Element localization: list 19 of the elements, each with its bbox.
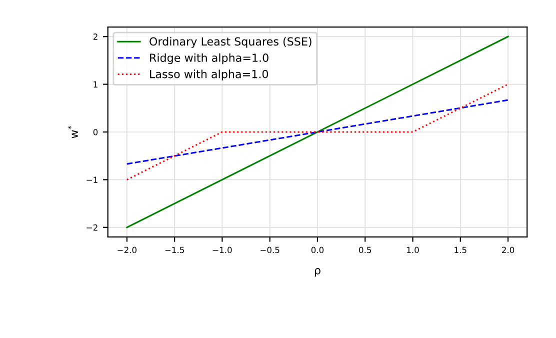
x-tick-label: 0.0 [311, 246, 324, 254]
y-axis-title: w$^{*}$ [68, 126, 78, 138]
x-axis-title: ρ [314, 268, 320, 277]
y-tick-label: 2 [93, 34, 98, 40]
x-tick-label: 1.5 [454, 246, 466, 254]
x-tick-label: 2.0 [502, 246, 514, 254]
legend-label: Ridge with alpha=1.0 [150, 53, 268, 64]
y-tick-label: −1 [86, 176, 98, 183]
x-tick-label: 0.5 [359, 246, 372, 254]
y-tick-label: 1 [94, 81, 98, 88]
x-tick-label: −2.0 [118, 246, 136, 254]
y-tick-label: −2 [86, 224, 98, 231]
x-tick-label: 1.0 [407, 246, 419, 254]
legend-label: Lasso with alpha=1.0 [150, 70, 268, 80]
x-tick-label: −0.5 [260, 246, 280, 254]
x-tick-label: −1.0 [212, 246, 232, 254]
y-tick-label: 0 [93, 128, 98, 136]
legend-label: Ordinary Least Squares (SSE) [150, 37, 312, 48]
x-tick-label: −1.5 [165, 246, 184, 254]
